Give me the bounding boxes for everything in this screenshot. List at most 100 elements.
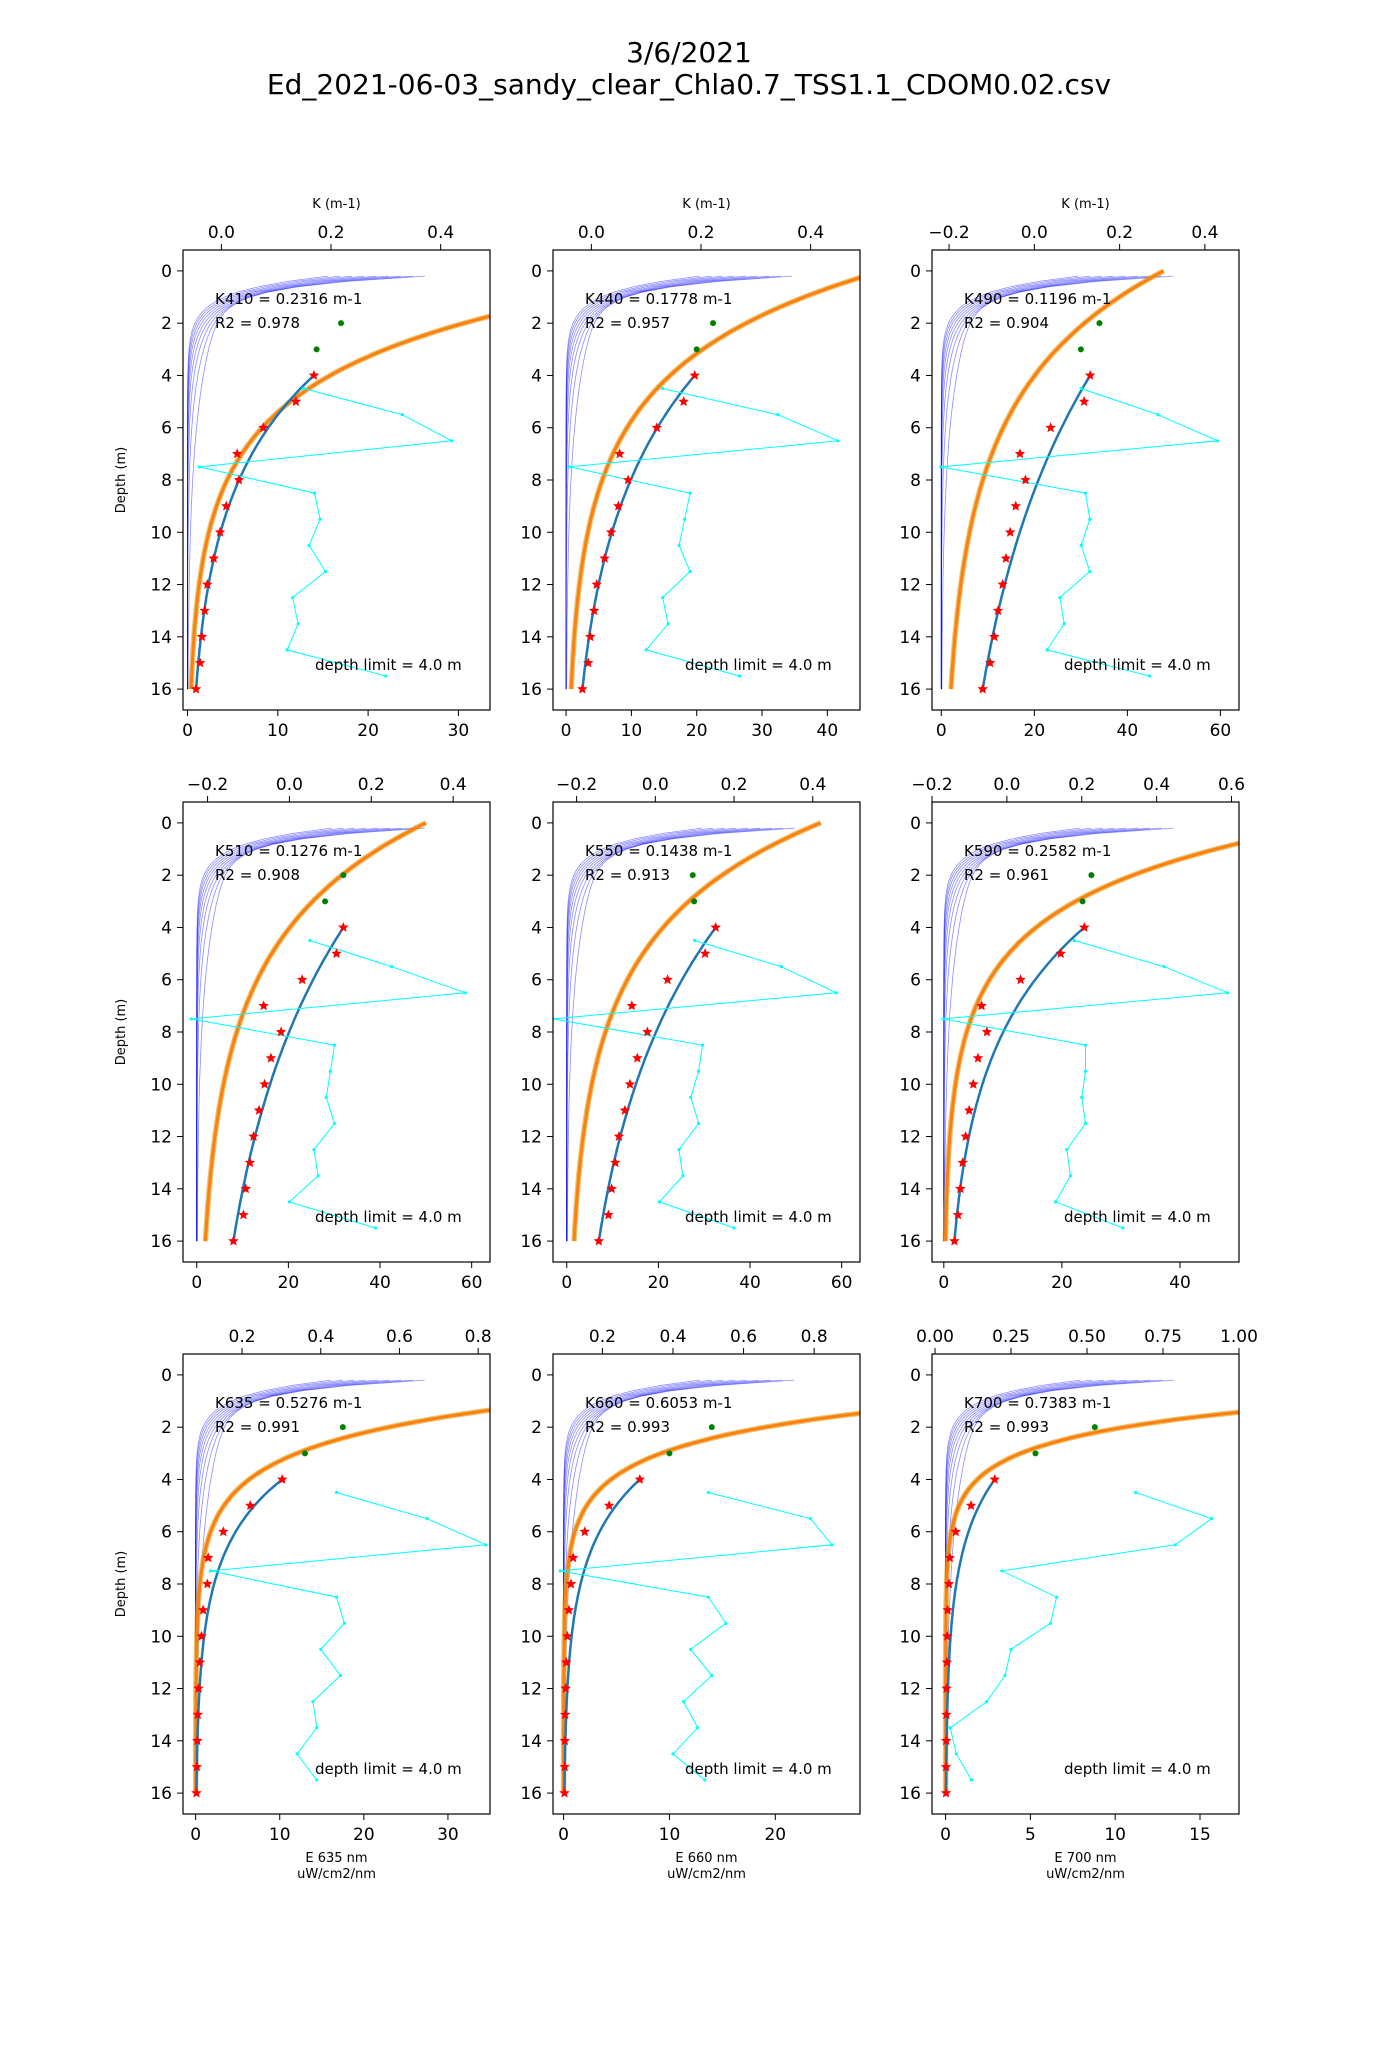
- k-tick-label-660-3: 0.8: [801, 1327, 828, 1347]
- x-tick-label-510-40: 40: [369, 1273, 391, 1293]
- y-tick-label-660-2: 2: [531, 1418, 542, 1438]
- figure-title-filename: Ed_2021-06-03_sandy_clear_Chla0.7_TSS1.1…: [266, 68, 1112, 101]
- model-curve-main-635: [194, 1408, 490, 1794]
- k-profile-point-440-0: [661, 386, 665, 391]
- model-curve-490-7: [940, 275, 1102, 690]
- model-curve-490-6: [940, 275, 1114, 690]
- measured-star-510-4: [338, 922, 349, 932]
- k-tick-label-510-3: 0.4: [440, 775, 467, 795]
- k-tick-label-550-1: 0.0: [642, 775, 669, 795]
- k-profile-point-510-8: [312, 1148, 316, 1152]
- measured-star-590-5: [1055, 948, 1066, 958]
- x-axis-units-635: uW/cm2/nm: [297, 1867, 376, 1882]
- x-tick-label-510-60: 60: [461, 1273, 483, 1293]
- measured-star-660-4: [634, 1474, 645, 1484]
- measured-star-490-8: [1020, 474, 1031, 485]
- depth-limit-label-550: depth limit = 4.0 m: [685, 1208, 832, 1226]
- fit-curve-410: [194, 374, 315, 690]
- k-profile-point-490-2: [1216, 439, 1220, 443]
- k-profile-point-590-10: [1053, 1200, 1058, 1204]
- k-profile-point-550-8: [677, 1148, 681, 1152]
- measured-star-635-15: [191, 1761, 203, 1772]
- k-profile-point-700-9: [948, 1726, 952, 1730]
- model-curve-635-9: [195, 1379, 332, 1794]
- k-profile-point-510-4: [332, 1043, 337, 1047]
- k-value-label-660: K660 = 0.6053 m-1: [585, 1394, 732, 1412]
- k-profile-point-410-10: [285, 648, 289, 652]
- r2-value-label-410: R2 = 0.978: [215, 314, 300, 332]
- x-tick-label-700-0: 0: [940, 1825, 951, 1845]
- extra-point-410-2: [338, 320, 345, 327]
- k-tick-label-700-0: 0.00: [916, 1327, 954, 1347]
- model-curve-main-440: [569, 276, 860, 690]
- x-tick-label-635-0: 0: [190, 1825, 201, 1845]
- k-profile-point-590-6: [1080, 1095, 1084, 1099]
- x-tick-label-590-0: 0: [938, 1273, 949, 1293]
- measured-star-490-11: [1000, 552, 1012, 563]
- x-tick-label-490-40: 40: [1117, 721, 1139, 741]
- k-profile-point-490-8: [1058, 596, 1062, 600]
- y-tick-label-440-4: 4: [531, 366, 542, 386]
- model-curve-635-3: [195, 1379, 402, 1794]
- model-curve-440-9: [565, 275, 700, 690]
- model-curve-550-5: [566, 827, 749, 1242]
- measured-star-510-11: [253, 1104, 265, 1115]
- k-tick-label-410-0: 0.0: [208, 223, 235, 243]
- measured-star-490-10: [1004, 526, 1016, 537]
- k-profile-point-550-6: [689, 1095, 693, 1099]
- measured-star-660-15: [559, 1761, 570, 1772]
- k-profile-point-590-2: [1226, 991, 1230, 995]
- measured-star-550-4: [710, 922, 721, 932]
- k-profile-point-635-9: [315, 1726, 319, 1730]
- model-curve-590-2: [943, 827, 1162, 1242]
- model-curve-590-1: [943, 827, 1174, 1242]
- extra-point-550-3: [691, 898, 698, 905]
- k-profile-point-410-9: [296, 622, 300, 626]
- measured-star-700-9: [942, 1604, 953, 1615]
- measured-star-490-6: [1045, 422, 1056, 433]
- k-tick-label-700-3: 0.75: [1144, 1327, 1182, 1347]
- y-tick-label-700-6: 6: [910, 1523, 921, 1543]
- model-curve-635-4: [195, 1379, 390, 1794]
- y-tick-label-550-4: 4: [531, 918, 542, 938]
- k-profile-point-550-2: [834, 991, 838, 995]
- k-tick-label-490-0: −0.2: [928, 223, 969, 243]
- k-profile-point-550-11: [732, 1226, 736, 1230]
- depth-limit-label-700: depth limit = 4.0 m: [1064, 1760, 1211, 1778]
- x-tick-label-490-20: 20: [1024, 721, 1046, 741]
- extra-point-590-2: [1088, 872, 1095, 879]
- k-profile-point-510-0: [308, 938, 312, 943]
- measured-star-410-6: [258, 422, 269, 433]
- model-curve-410-8: [187, 275, 341, 690]
- y-tick-label-490-12: 12: [899, 576, 921, 596]
- x-tick-label-700-10: 10: [1104, 1825, 1126, 1845]
- x-tick-label-440-20: 20: [686, 721, 708, 741]
- x-tick-label-410-0: 0: [182, 721, 193, 741]
- k-profile-point-440-9: [666, 622, 670, 626]
- measured-star-700-12: [941, 1683, 952, 1693]
- measured-star-700-6: [950, 1526, 961, 1537]
- k-profile-point-635-1: [425, 1517, 429, 1521]
- measured-star-440-7: [614, 448, 625, 459]
- y-tick-label-410-6: 6: [161, 419, 172, 439]
- y-tick-label-700-14: 14: [899, 1732, 921, 1752]
- model-curve-510-9: [196, 827, 332, 1242]
- k-profile-point-490-9: [1062, 622, 1066, 626]
- x-tick-label-635-20: 20: [353, 1825, 375, 1845]
- k-profile-line-660: [560, 1492, 833, 1781]
- y-tick-label-510-12: 12: [150, 1128, 172, 1148]
- measured-star-410-9: [221, 500, 232, 511]
- model-curve-490-2: [941, 275, 1162, 690]
- panel-490: 0 2 4 6 8 10 12 14 16 0 20 40 60 −0.2 0.0 0.2 0.4 K490 = …: [899, 197, 1240, 741]
- model-curve-490-4: [940, 275, 1138, 690]
- k-profile-point-635-3: [208, 1569, 213, 1573]
- measured-star-550-6: [662, 974, 673, 985]
- measured-star-590-4: [1079, 922, 1090, 932]
- measured-star-550-11: [619, 1104, 631, 1115]
- k-profile-point-490-11: [1147, 674, 1152, 678]
- measured-star-635-7: [203, 1552, 214, 1563]
- k-profile-point-590-7: [1083, 1121, 1088, 1126]
- x-axis-units-700: uW/cm2/nm: [1046, 1867, 1125, 1882]
- measured-star-550-5: [699, 948, 711, 958]
- k-tick-label-635-1: 0.4: [307, 1327, 334, 1347]
